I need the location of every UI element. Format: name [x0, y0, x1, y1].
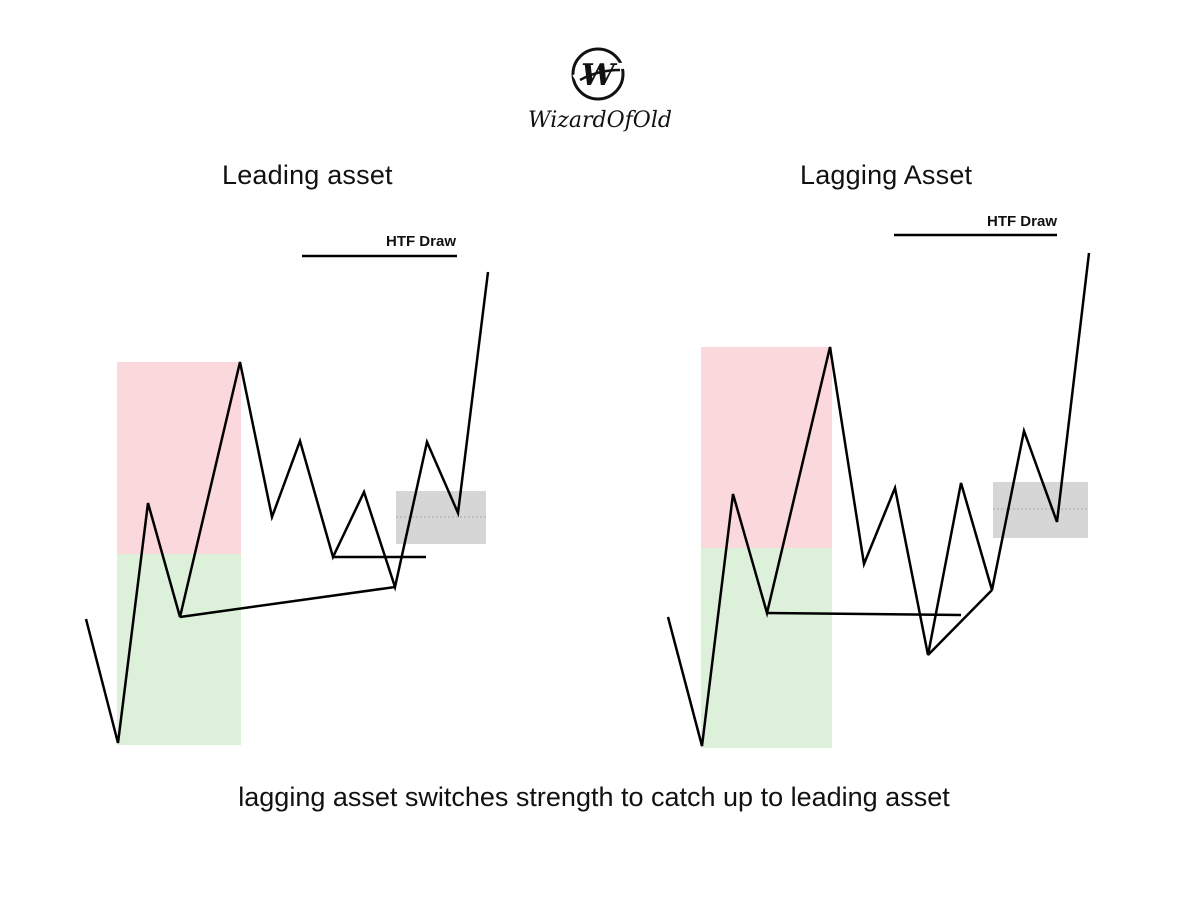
diagram-caption: lagging asset switches strength to catch… [238, 782, 950, 812]
left-discount-zone [117, 554, 241, 745]
left-premium-zone [117, 362, 241, 554]
right-price-path [666, 252, 1091, 747]
left-htf-draw-label: HTF Draw [386, 233, 456, 250]
right-panel: HTF Draw [666, 213, 1091, 748]
right-discount-zone [701, 548, 832, 748]
left-price-path [84, 271, 490, 744]
left-higher-low-line [179, 585, 396, 619]
right-premium-zone [701, 347, 832, 548]
left-panel: HTF Draw [84, 233, 490, 745]
right-higher-low-line [927, 589, 993, 656]
right-panel-title: Lagging Asset [800, 160, 973, 190]
left-panel-title: Leading asset [222, 160, 393, 190]
wizard-logo-icon: W [571, 47, 625, 101]
logo-wordmark: WizardOfOld [528, 108, 672, 133]
right-swing-low-line [766, 611, 962, 617]
right-htf-draw-label: HTF Draw [987, 213, 1057, 230]
